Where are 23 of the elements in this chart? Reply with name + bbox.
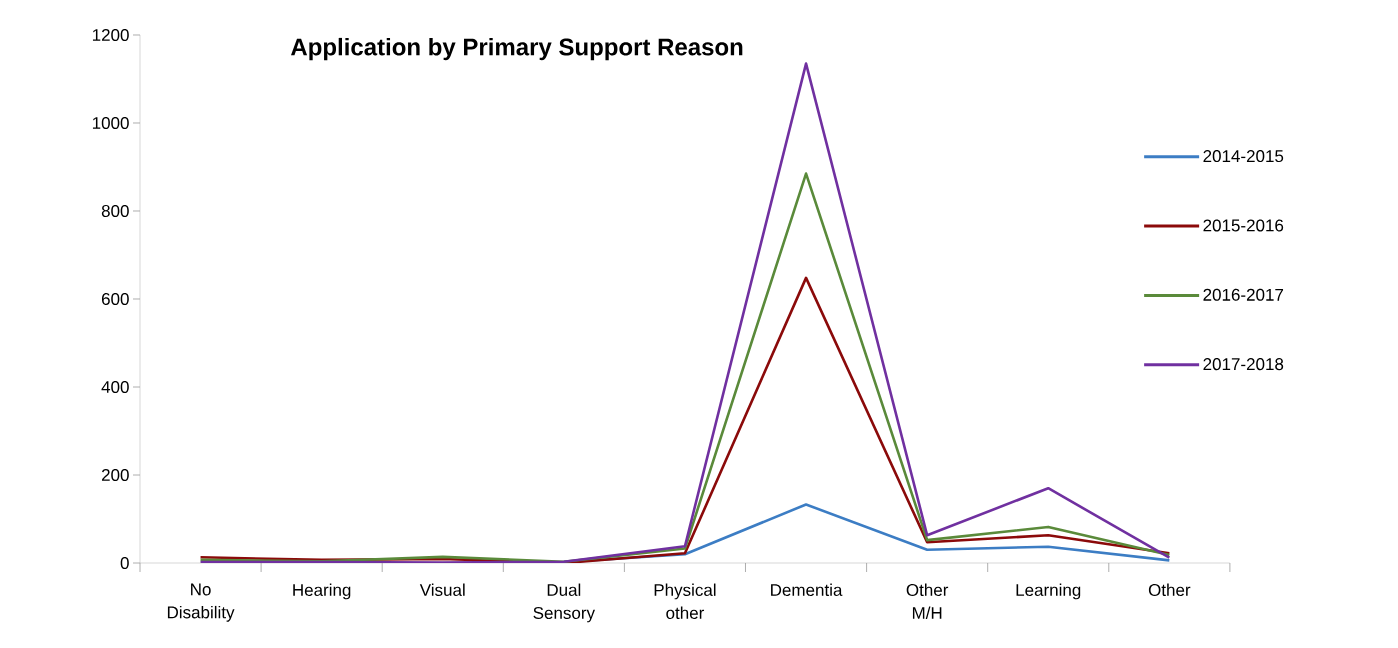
x-tick-label: Physical other xyxy=(654,583,716,620)
y-tick-label: 200 xyxy=(101,468,129,482)
x-tick-label: Other xyxy=(1148,583,1191,597)
y-tick-label: 800 xyxy=(101,204,129,218)
x-tick-label: Dementia xyxy=(771,583,843,597)
legend-label: 2015-2016 xyxy=(1203,219,1284,232)
x-tick-label: Other M/H xyxy=(906,583,949,620)
line-series xyxy=(199,172,1171,563)
y-tick-label: 600 xyxy=(101,292,129,306)
y-tick-label: 1000 xyxy=(92,116,129,130)
line-series xyxy=(199,62,1171,563)
legend-label: 2014-2015 xyxy=(1203,150,1284,163)
chart-title: Application by Primary Support Reason xyxy=(290,37,743,61)
legend-label: 2017-2018 xyxy=(1203,358,1284,371)
y-tick-label: 0 xyxy=(120,556,129,570)
y-tick-label: 1200 xyxy=(92,28,129,42)
y-tick-label: 400 xyxy=(101,380,129,394)
x-tick-label: Learning xyxy=(1016,583,1081,600)
legend-label: 2016-2017 xyxy=(1203,288,1284,301)
x-tick-label: Visual xyxy=(419,583,465,597)
x-tick-label: No Disability xyxy=(167,583,235,622)
x-tick-label: Dual Sensory xyxy=(533,583,595,623)
x-tick-label: Hearing xyxy=(293,583,351,600)
